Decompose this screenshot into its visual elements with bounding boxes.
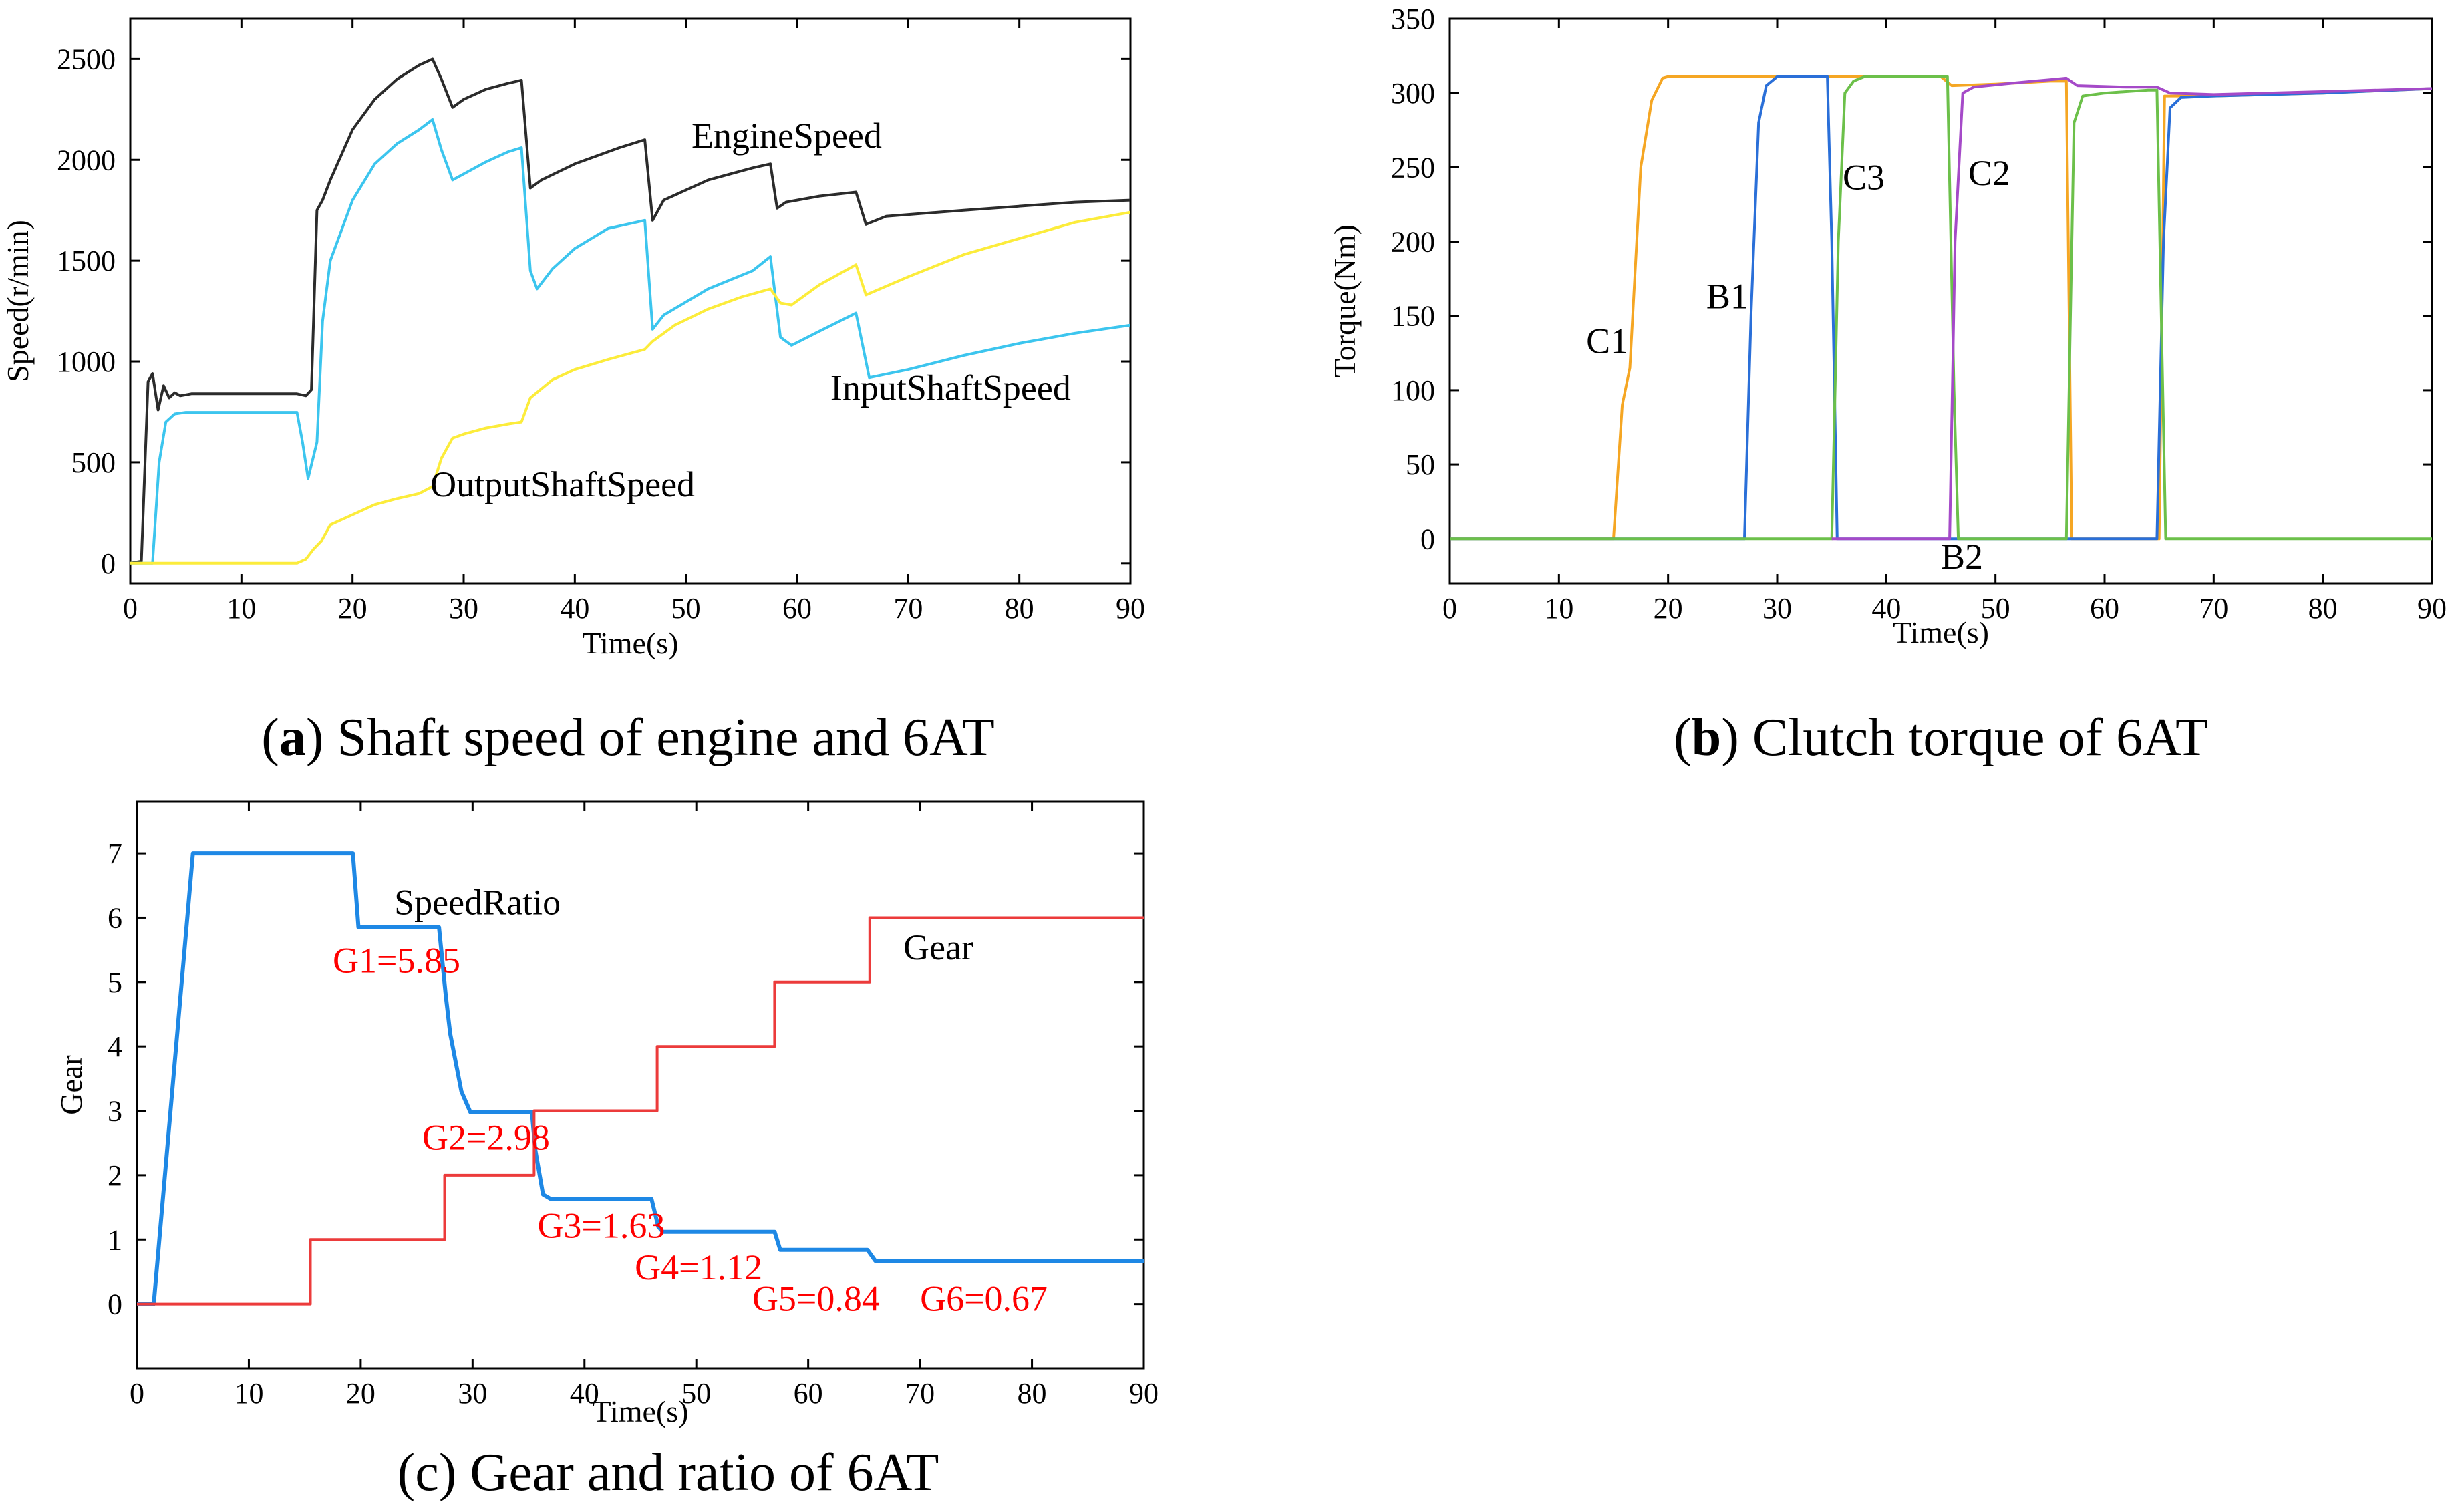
series-line-enginespeed — [130, 57, 1130, 565]
series-line-c1 — [1450, 75, 2432, 541]
chart-a: 0 10 20 30 40 50 60 70 80 90 0 500 1000 1500 2000 2500 T… — [1, 17, 1145, 767]
x-tick-label: 50 — [681, 1377, 711, 1410]
x-axis-label: Time(s) — [1893, 615, 1989, 649]
x-tick-label: 80 — [1005, 592, 1034, 625]
subfigure-caption: (b) Clutch torque of 6AT — [1674, 708, 2208, 767]
y-tick-label: 100 — [1391, 374, 1435, 407]
annotation-label: B2 — [1941, 537, 1983, 577]
annotation-label: G1=5.85 — [333, 940, 460, 980]
x-tick-label: 30 — [449, 592, 478, 625]
annotation-label: G2=2.98 — [422, 1117, 550, 1157]
x-tick-label: 0 — [130, 1377, 144, 1410]
y-tick-label: 250 — [1391, 151, 1435, 184]
y-tick-label: 3 — [108, 1095, 122, 1128]
x-tick-label: 10 — [234, 1377, 263, 1410]
x-tick-label: 50 — [1981, 592, 2010, 625]
y-tick-label: 50 — [1406, 448, 1435, 481]
plot-frame — [1448, 17, 2433, 585]
y-tick-label: 350 — [1391, 3, 1435, 35]
caption-text: Clutch torque of 6AT — [1752, 708, 2208, 767]
x-tick-label: 70 — [905, 1377, 935, 1410]
y-tick-label: 1000 — [57, 345, 116, 378]
y-tick-label: 6 — [108, 901, 122, 934]
x-tick-label: 10 — [226, 592, 256, 625]
annotation-label: G3=1.63 — [537, 1205, 665, 1245]
y-tick-label: 300 — [1391, 77, 1435, 110]
x-tick-label: 70 — [2199, 592, 2228, 625]
chart-c: 0 10 20 30 40 50 60 70 80 90 0 1 2 3 4 5 6 7 Time(s) Gear Sp… — [54, 800, 1159, 1502]
y-axis-label: Torque(Nm) — [1328, 224, 1362, 377]
annotation-label: OutputShaftSpeed — [430, 464, 695, 504]
x-tick-label: 60 — [782, 592, 812, 625]
y-tick-label: 5 — [108, 966, 122, 999]
x-tick-label: 10 — [1544, 592, 1573, 625]
x-tick-label: 0 — [1442, 592, 1457, 625]
y-tick-label: 4 — [108, 1030, 122, 1063]
x-tick-label: 90 — [1116, 592, 1145, 625]
annotation-label: G5=0.84 — [752, 1278, 880, 1318]
y-tick-label: 2000 — [57, 144, 116, 176]
annotation-label: C1 — [1586, 321, 1628, 361]
plot-frame — [129, 17, 1132, 585]
x-tick-label: 0 — [123, 592, 138, 625]
y-tick-label: 7 — [108, 837, 122, 870]
y-tick-label: 0 — [1420, 522, 1435, 555]
x-tick-label: 80 — [1018, 1377, 1047, 1410]
series-line-b1 — [1450, 75, 2432, 541]
annotation-label: EngineSpeed — [692, 116, 882, 156]
plot-frame — [136, 800, 1145, 1370]
series-line-b2 — [1831, 76, 2432, 541]
series-line-gear — [137, 916, 1144, 1306]
caption-letter: c — [415, 1443, 439, 1502]
annotation-label: C3 — [1843, 158, 1885, 198]
x-tick-label: 30 — [1762, 592, 1792, 625]
x-tick-label: 40 — [1871, 592, 1901, 625]
x-axis-label: Time(s) — [583, 626, 679, 660]
x-tick-label: 50 — [671, 592, 701, 625]
x-axis-label: Time(s) — [593, 1394, 689, 1428]
x-tick-label: 80 — [2308, 592, 2338, 625]
x-tick-label: 60 — [794, 1377, 823, 1410]
annotation-label: InputShaftSpeed — [830, 367, 1071, 408]
subfigure-caption: (c) Gear and ratio of 6AT — [398, 1443, 939, 1502]
annotation-label: G6=0.67 — [920, 1278, 1048, 1318]
annotation-label: Gear — [903, 927, 973, 967]
series-line-c3 — [1450, 75, 2432, 541]
annotation-label: G4=1.12 — [635, 1247, 762, 1288]
x-tick-label: 40 — [570, 1377, 599, 1410]
y-tick-label: 1500 — [57, 245, 116, 277]
series-line-inputshaftspeed — [130, 118, 1130, 565]
x-tick-label: 30 — [458, 1377, 487, 1410]
x-tick-label: 90 — [1129, 1377, 1159, 1410]
y-tick-label: 2 — [108, 1159, 122, 1192]
annotation-label: C2 — [1968, 153, 2010, 193]
y-tick-label: 0 — [101, 547, 116, 580]
caption-letter: b — [1692, 708, 1722, 767]
x-tick-label: 20 — [346, 1377, 375, 1410]
y-tick-label: 0 — [108, 1288, 122, 1321]
annotation-label: SpeedRatio — [394, 883, 561, 923]
x-tick-label: 40 — [560, 592, 589, 625]
x-tick-label: 60 — [2090, 592, 2119, 625]
series-line-outputshaftspeed — [130, 210, 1130, 565]
x-tick-label: 20 — [338, 592, 367, 625]
y-axis-label: Gear — [54, 1055, 88, 1114]
caption-letter: a — [279, 708, 306, 767]
y-tick-label: 500 — [71, 446, 116, 479]
y-tick-label: 2500 — [57, 43, 116, 75]
y-tick-label: 1 — [108, 1223, 122, 1256]
y-tick-label: 150 — [1391, 300, 1435, 333]
y-tick-label: 200 — [1391, 226, 1435, 259]
x-tick-label: 90 — [2417, 592, 2447, 625]
x-tick-label: 20 — [1654, 592, 1683, 625]
caption-text: Gear and ratio of 6AT — [470, 1443, 939, 1502]
subfigure-caption: (a) Shaft speed of engine and 6AT — [261, 708, 994, 767]
y-axis-label: Speed(r/min) — [1, 220, 35, 382]
x-tick-label: 70 — [893, 592, 923, 625]
annotation-label: B1 — [1706, 277, 1748, 317]
chart-b: 0 10 20 30 40 50 60 70 80 90 0 50 100 150 200 250 300 350… — [1328, 3, 2447, 767]
caption-text: Shaft speed of engine and 6AT — [337, 708, 995, 767]
